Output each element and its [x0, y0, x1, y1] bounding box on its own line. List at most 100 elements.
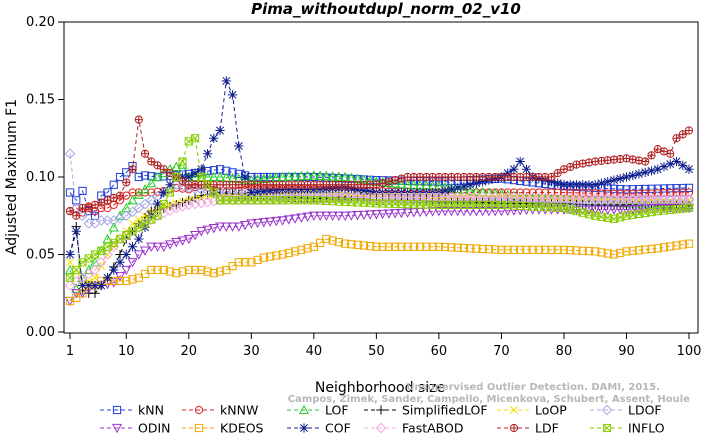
- data-point-kdeos: [616, 248, 625, 258]
- data-point-kdeos: [278, 250, 287, 259]
- data-point-ldf: [115, 191, 125, 200]
- data-point-knnw: [647, 189, 656, 198]
- data-point-kdeos: [297, 245, 306, 254]
- data-point-knnw: [503, 188, 512, 197]
- data-point-kdeos: [359, 241, 368, 250]
- data-point-odin: [258, 218, 269, 228]
- data-point-ldf: [547, 172, 556, 182]
- x-tick-label: 80: [556, 344, 573, 359]
- legend-item-simplifiedlof: SimplifiedLOF: [364, 403, 488, 418]
- data-point-kdeos: [203, 267, 212, 276]
- data-point-cof: [659, 162, 669, 172]
- data-point-cof: [65, 249, 75, 260]
- data-point-odin: [496, 207, 507, 217]
- y-tick-label: 0.20: [26, 15, 55, 30]
- data-point-ldf: [65, 207, 75, 216]
- data-point-cof: [446, 184, 457, 194]
- data-point-knn: [109, 180, 118, 189]
- data-point-kdeos: [391, 242, 400, 251]
- legend-marker: [375, 422, 387, 434]
- y-tick-label: 0.05: [26, 248, 55, 263]
- data-point-kdeos: [622, 247, 631, 256]
- data-point-inflo: [684, 203, 694, 213]
- data-point-cof: [184, 172, 194, 182]
- data-point-knn: [78, 186, 87, 196]
- data-point-knn: [259, 172, 268, 182]
- data-point-kdeos: [653, 244, 662, 253]
- data-point-kdeos: [328, 236, 337, 245]
- data-point-kdeos: [472, 244, 481, 253]
- data-point-cof: [271, 185, 281, 195]
- data-point-cof: [646, 166, 657, 176]
- data-point-kdeos: [240, 258, 250, 267]
- data-point-odin: [377, 209, 388, 220]
- data-point-cof: [196, 164, 206, 174]
- data-point-kdeos: [128, 275, 137, 284]
- data-point-odin: [590, 205, 601, 215]
- data-point-cof: [671, 156, 682, 167]
- legend-marker: [509, 423, 519, 433]
- data-point-inflo: [209, 188, 218, 197]
- data-point-odin: [627, 205, 638, 215]
- x-tick-label: 10: [118, 344, 135, 359]
- data-point-kdeos: [522, 245, 531, 254]
- data-point-odin: [327, 211, 338, 222]
- data-point-knn: [653, 184, 662, 193]
- data-point-kdeos: [509, 245, 519, 254]
- data-point-fastabod: [683, 193, 695, 205]
- data-point-kdeos: [559, 245, 569, 254]
- legend-item-inflo: INFLO: [590, 421, 665, 434]
- data-point-cof: [127, 242, 138, 252]
- data-point-kdeos: [491, 245, 500, 254]
- data-point-kdeos: [215, 267, 225, 276]
- data-point-ldf: [647, 151, 656, 160]
- data-point-knnw: [616, 189, 625, 198]
- data-point-knnw: [634, 189, 644, 198]
- data-point-kdeos: [72, 293, 81, 302]
- data-point-fastabod: [83, 268, 95, 280]
- data-point-kdeos: [153, 265, 162, 275]
- data-point-cof: [96, 280, 106, 291]
- data-point-cof: [115, 257, 125, 267]
- data-point-kdeos: [447, 243, 456, 252]
- data-point-fastabod: [77, 272, 88, 284]
- data-point-kdeos: [272, 251, 281, 260]
- data-point-cof: [277, 184, 288, 194]
- data-point-odin: [615, 205, 626, 215]
- data-point-kdeos: [666, 242, 675, 251]
- data-point-kdeos: [591, 247, 600, 256]
- data-point-kdeos: [441, 242, 450, 252]
- data-point-cof: [134, 234, 144, 244]
- data-point-cof: [603, 177, 613, 187]
- data-point-lof: [202, 171, 213, 182]
- legend-marker: [112, 405, 122, 415]
- data-point-odin: [402, 208, 413, 218]
- data-point-odin: [602, 205, 613, 215]
- data-point-cof: [215, 125, 225, 136]
- data-point-cof: [653, 164, 663, 174]
- data-point-kdeos: [190, 265, 200, 275]
- data-point-kdeos: [147, 265, 156, 275]
- data-point-odin: [433, 207, 444, 217]
- x-tick-label: 60: [431, 344, 448, 359]
- data-point-ldf: [159, 165, 168, 174]
- data-point-cof: [209, 133, 219, 143]
- x-tick-label: 1: [66, 344, 74, 359]
- data-point-cof: [596, 178, 607, 188]
- data-point-kdeos: [503, 245, 512, 254]
- data-point-cof: [553, 178, 563, 188]
- data-point-odin: [308, 211, 319, 222]
- data-point-ldf: [684, 126, 694, 135]
- legend-label: LDOF: [628, 403, 662, 418]
- legend-item-kdeos: KDEOS: [182, 421, 264, 434]
- legend-item-loop: LoOP: [497, 403, 567, 418]
- data-point-kdeos: [403, 242, 412, 251]
- data-point-kdeos: [459, 243, 469, 253]
- data-point-cof: [684, 164, 694, 174]
- data-point-cof: [290, 184, 300, 194]
- data-point-cof: [359, 186, 369, 196]
- data-point-knn: [666, 184, 675, 193]
- data-point-knn: [134, 172, 143, 182]
- data-point-knnw: [653, 189, 662, 198]
- legend-label: COF: [325, 421, 351, 434]
